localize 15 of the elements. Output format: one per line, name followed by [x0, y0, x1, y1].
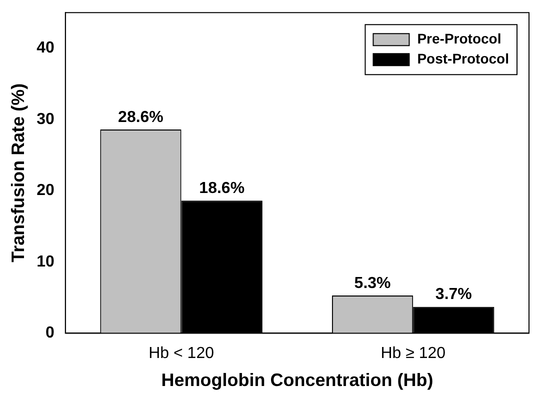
- data-label: 18.6%: [199, 180, 245, 198]
- data-label: 5.3%: [354, 274, 391, 292]
- data-label: 28.6%: [118, 108, 164, 126]
- y-tick-label: 30: [36, 110, 54, 128]
- legend-label: Post-Protocol: [417, 50, 509, 66]
- y-axis-title: Transfusion Rate (%): [8, 83, 28, 262]
- x-tick-label: Hb ≥ 120: [380, 345, 446, 362]
- y-tick-label: 10: [36, 253, 54, 270]
- data-label: 3.7%: [435, 286, 472, 304]
- x-tick-label: Hb < 120: [148, 345, 214, 362]
- y-tick-label: 40: [36, 40, 54, 57]
- y-tick-label: 0: [45, 324, 54, 342]
- x-axis-title: Hemoglobin Concentration (Hb): [161, 370, 434, 390]
- y-tick-label: 20: [36, 182, 54, 200]
- legend-label: Pre-Protocol: [417, 30, 502, 46]
